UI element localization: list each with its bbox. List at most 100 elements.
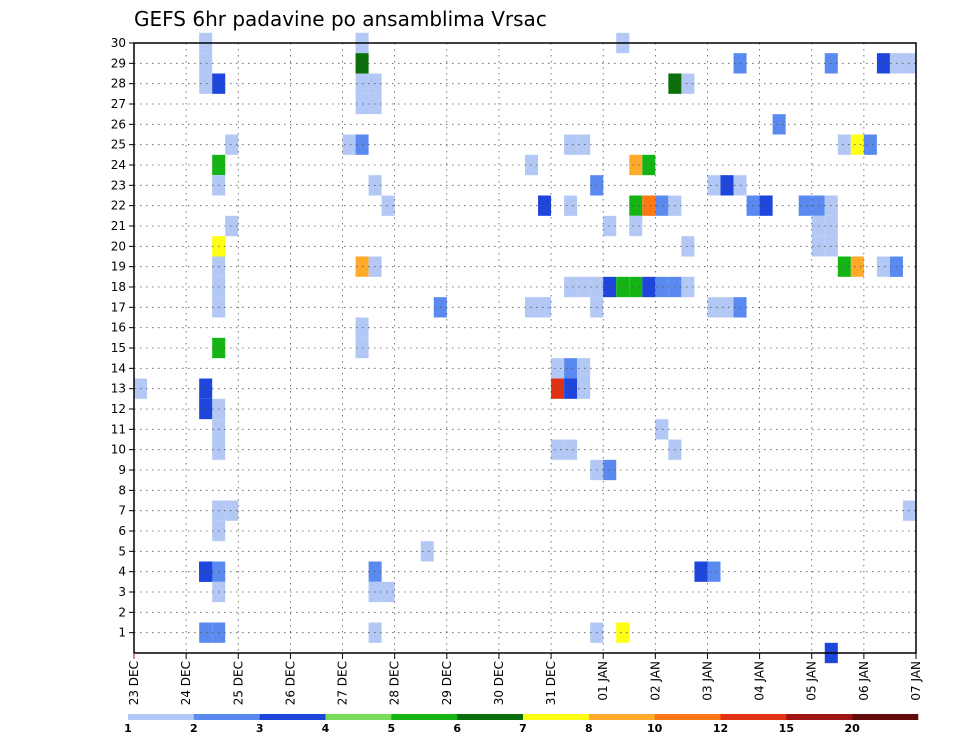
x-tick-label: 26 DEC [283, 661, 297, 705]
x-tick-label: 23 DEC [127, 661, 141, 705]
y-tick-label: 5 [118, 544, 126, 558]
heat-cell [420, 541, 434, 562]
y-tick-label: 25 [111, 138, 126, 152]
heat-cell [538, 195, 552, 216]
x-tick-label: 27 DEC [336, 661, 350, 705]
heat-cell [381, 581, 395, 603]
heat-cell [694, 561, 708, 582]
y-tick-label: 20 [111, 239, 126, 253]
heat-cell [603, 459, 617, 481]
heat-cell [199, 561, 213, 582]
x-tick-label: 29 DEC [440, 661, 454, 705]
colorbar-swatch [259, 714, 326, 720]
y-tick-label: 24 [111, 158, 126, 172]
y-tick-label: 26 [111, 117, 126, 131]
heat-cell [199, 73, 213, 94]
colorbar-label: 4 [322, 722, 330, 735]
heat-cell [577, 134, 591, 155]
heat-cell [199, 622, 213, 643]
colorbar-swatch [852, 714, 919, 720]
colorbar-label: 12 [713, 722, 728, 735]
y-tick-label: 23 [111, 178, 126, 192]
heat-cell [199, 398, 213, 420]
colorbar-label: 15 [779, 722, 794, 735]
y-tick-label: 3 [118, 585, 126, 599]
y-tick-label: 7 [118, 504, 126, 518]
colorbar-swatch [786, 714, 853, 720]
y-tick-label: 28 [111, 77, 126, 91]
y-tick-label: 29 [111, 56, 126, 70]
colorbar-swatch [391, 714, 458, 720]
colorbar-swatch [128, 714, 195, 720]
heat-cell [629, 215, 643, 237]
y-tick-label: 17 [111, 300, 126, 314]
heat-cell [629, 195, 643, 216]
heat-cell [225, 134, 239, 155]
y-tick-label: 15 [111, 341, 126, 355]
x-tick-label: 31 DEC [544, 661, 558, 705]
x-tick-label: 04 JAN [753, 661, 767, 701]
chart-title: GEFS 6hr padavine po ansamblima Vrsac [134, 7, 547, 31]
colorbar-label: 1 [124, 722, 132, 735]
heat-cell [225, 500, 239, 521]
colorbar: 1 2 3 4 5 6 7 8 10 12 15 20 [124, 714, 919, 735]
heat-cell [837, 134, 851, 155]
x-tick-label: 24 DEC [179, 661, 193, 705]
heat-cell [616, 276, 630, 298]
heat-cell [642, 154, 656, 176]
heat-cell [863, 134, 877, 155]
heat-cell [876, 256, 890, 277]
heat-cell [681, 276, 695, 298]
colorbar-swatch [654, 714, 721, 720]
colorbar-label: 3 [256, 722, 264, 735]
y-axis: 1234567891011121314151617181920212223242… [111, 36, 134, 640]
y-tick-label: 19 [111, 260, 126, 274]
heat-cell [577, 276, 591, 298]
x-tick-label: 07 JAN [909, 661, 923, 701]
heat-cell [564, 358, 578, 379]
y-tick-label: 22 [111, 199, 126, 213]
heat-cell [837, 256, 851, 277]
heat-cell [772, 114, 786, 135]
heat-cell [577, 358, 591, 379]
x-tick-label: 01 JAN [596, 661, 610, 701]
heat-cell [603, 215, 617, 237]
y-tick-label: 8 [118, 483, 126, 497]
colorbar-swatch [523, 714, 590, 720]
heat-cell [551, 439, 565, 460]
heat-cell [551, 358, 565, 379]
colorbar-label: 10 [647, 722, 663, 735]
y-tick-label: 4 [118, 565, 126, 579]
y-tick-label: 13 [111, 382, 126, 396]
x-tick-label: 05 JAN [805, 661, 819, 701]
heat-cell [681, 73, 695, 94]
y-tick-label: 10 [111, 443, 126, 457]
heat-cell [642, 195, 656, 216]
heat-cell [629, 154, 643, 176]
heat-cell [707, 561, 721, 582]
heat-cell [720, 297, 734, 318]
y-tick-label: 1 [118, 626, 126, 640]
colorbar-swatch [325, 714, 392, 720]
colorbar-label: 5 [388, 722, 396, 735]
x-tick-label: 25 DEC [231, 661, 245, 705]
heat-cell [564, 439, 578, 460]
heat-cell [564, 195, 578, 216]
heat-cell [538, 297, 552, 318]
colorbar-label: 7 [519, 722, 527, 735]
y-tick-label: 27 [111, 97, 126, 111]
y-tick-label: 18 [111, 280, 126, 294]
heat-cell [199, 378, 213, 399]
heat-cell [642, 276, 656, 298]
x-tick-label: 28 DEC [388, 661, 402, 705]
y-tick-label: 9 [118, 463, 126, 477]
heat-cell [655, 276, 669, 298]
heat-cell [759, 195, 773, 216]
heat-cell [629, 276, 643, 298]
colorbar-label: 2 [190, 722, 198, 735]
y-tick-label: 16 [111, 321, 126, 335]
y-tick-label: 21 [111, 219, 126, 233]
heat-cell [381, 195, 395, 216]
y-tick-label: 30 [111, 36, 126, 50]
heat-cell [720, 175, 734, 196]
